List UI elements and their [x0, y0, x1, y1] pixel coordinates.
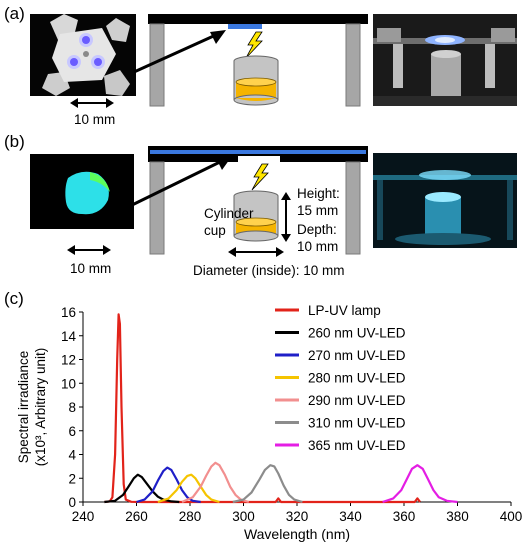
y-tick-label: 10 — [61, 376, 76, 391]
x-tick-label: 280 — [179, 509, 202, 524]
x-tick-label: 240 — [72, 509, 95, 524]
panel-b-label: (b) — [4, 132, 25, 151]
depth-label-line2: 10 mm — [297, 239, 339, 254]
panel-a-label: (a) — [4, 4, 25, 23]
dim-label-b: 10 mm — [70, 261, 112, 276]
led-array-photo — [30, 14, 136, 96]
depth-label-line1: Depth: — [297, 222, 337, 237]
y-tick-label: 14 — [61, 329, 77, 344]
legend-label-0: LP-UV lamp — [308, 303, 381, 318]
dim-arrow-b — [67, 245, 111, 255]
cup-label-line1: Cylinder — [204, 206, 254, 221]
arrow-a — [133, 30, 226, 74]
series-line-2 — [136, 466, 201, 504]
legend-label-4: 290 nm UV-LED — [308, 393, 406, 408]
height-label-line1: Height: — [297, 186, 340, 201]
spectrum-chart: 0 2 4 6 8 10 12 14 16 240 260 280 300 320 340 360 380 400… — [16, 303, 523, 542]
x-tick-label: 380 — [446, 509, 469, 524]
led-spot-photo — [30, 154, 134, 229]
series-line-4 — [181, 461, 250, 504]
y-tick-label: 12 — [61, 353, 76, 368]
y-axis-title-line1: Spectral irradiance — [16, 351, 31, 464]
x-tick-label: 260 — [125, 509, 148, 524]
legend-label-2: 270 nm UV-LED — [308, 348, 406, 363]
x-tick-label: 340 — [339, 509, 362, 524]
y-axis-title-line2: (x10³, Arbitrary unit) — [33, 348, 48, 467]
arrow-b — [129, 156, 232, 208]
schematic-a — [148, 14, 368, 107]
series-line-6 — [382, 464, 458, 504]
series-line-3 — [157, 473, 220, 504]
dim-label-a: 10 mm — [74, 112, 116, 127]
y-tick-label: 6 — [68, 424, 76, 439]
y-tick-label: 4 — [68, 448, 76, 463]
x-tick-label: 360 — [393, 509, 416, 524]
cup-label-line2: cup — [204, 223, 226, 238]
dim-arrow-a — [70, 98, 114, 108]
x-tick-label: 320 — [286, 509, 309, 524]
panel-c-label: (c) — [4, 289, 24, 308]
series-line-5 — [232, 464, 303, 504]
legend-label-1: 260 nm UV-LED — [308, 326, 406, 341]
y-tick-label: 0 — [68, 495, 76, 510]
schematic-b — [148, 146, 368, 257]
x-tick-label: 300 — [232, 509, 255, 524]
diameter-label: Diameter (inside): 10 mm — [193, 263, 345, 278]
y-tick-label: 16 — [61, 305, 76, 320]
legend-label-3: 280 nm UV-LED — [308, 371, 406, 386]
x-axis-title: Wavelength (nm) — [244, 526, 350, 542]
setup-photo-b — [373, 153, 517, 248]
y-tick-label: 2 — [68, 471, 76, 486]
legend-label-5: 310 nm UV-LED — [308, 416, 406, 431]
height-label-line2: 15 mm — [297, 203, 339, 218]
setup-photo-a — [373, 14, 517, 106]
legend-label-6: 365 nm UV-LED — [308, 438, 406, 453]
y-tick-label: 8 — [68, 400, 76, 415]
x-tick-label: 400 — [500, 509, 523, 524]
